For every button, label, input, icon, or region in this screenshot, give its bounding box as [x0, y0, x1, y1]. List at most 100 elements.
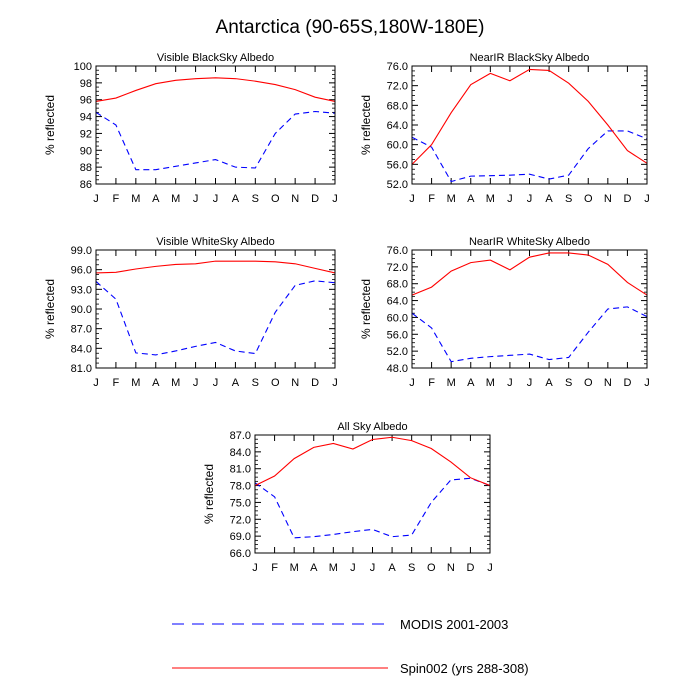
- plot-frame: [95, 249, 336, 369]
- x-tick-label: J: [350, 562, 356, 574]
- x-tick-label: F: [113, 193, 120, 205]
- x-tick-label: J: [409, 377, 415, 389]
- y-tick-label: 72.0: [387, 81, 408, 93]
- y-tick-label: 90.0: [71, 304, 92, 316]
- x-tick-label: J: [409, 193, 415, 205]
- x-tick-label: O: [271, 377, 280, 389]
- x-tick-label: A: [232, 377, 240, 389]
- x-tick-label: M: [171, 193, 180, 205]
- x-tick-label: D: [623, 193, 631, 205]
- x-tick-label: J: [252, 562, 258, 574]
- x-tick-label: J: [370, 562, 376, 574]
- y-tick-label: 96.0: [71, 265, 92, 277]
- x-tick-label: O: [271, 193, 280, 205]
- y-axis-label: % reflected: [43, 95, 57, 155]
- x-tick-label: J: [213, 193, 219, 205]
- y-tick-label: 87.0: [230, 430, 251, 442]
- y-tick-label: 64.0: [387, 120, 408, 132]
- panel-title: NearIR WhiteSky Albedo: [469, 236, 590, 248]
- y-tick-label: 64.0: [387, 296, 408, 308]
- x-tick-label: J: [487, 562, 493, 574]
- x-tick-label: A: [545, 193, 553, 205]
- x-tick-label: M: [329, 562, 338, 574]
- x-tick-label: A: [467, 193, 475, 205]
- x-tick-label: D: [311, 193, 319, 205]
- x-tick-label: A: [232, 193, 240, 205]
- x-tick-label: S: [252, 193, 259, 205]
- panel-title: All Sky Albedo: [337, 421, 407, 433]
- x-tick-label: J: [644, 193, 650, 205]
- x-tick-label: D: [466, 562, 474, 574]
- y-tick-label: 68.0: [387, 100, 408, 112]
- series-line-modis: [95, 280, 336, 356]
- y-tick-label: 75.0: [230, 497, 251, 509]
- y-tick-label: 60.0: [387, 140, 408, 152]
- x-tick-label: A: [152, 193, 160, 205]
- x-tick-label: J: [507, 193, 513, 205]
- y-tick-label: 86: [80, 179, 92, 191]
- y-tick-label: 84.0: [71, 343, 92, 355]
- y-tick-label: 81.0: [71, 363, 92, 375]
- y-axis-label: % reflected: [43, 279, 57, 339]
- y-tick-label: 98: [80, 78, 92, 90]
- y-tick-label: 72.0: [387, 262, 408, 274]
- plot-frame: [411, 65, 648, 185]
- series-line-spin002: [95, 77, 336, 102]
- y-tick-label: 76.0: [387, 245, 408, 257]
- x-tick-label: N: [604, 377, 612, 389]
- x-tick-label: N: [604, 193, 612, 205]
- y-tick-label: 88: [80, 162, 92, 174]
- series-line-spin002: [411, 68, 648, 165]
- x-tick-label: J: [213, 377, 219, 389]
- chart-panel-5: All Sky Albedo % reflected 66.0 69.0 72.0 75.…: [202, 421, 493, 574]
- panel-title: NearIR BlackSky Albedo: [470, 52, 590, 64]
- x-tick-label: J: [644, 377, 650, 389]
- chart-panel-1: Visible BlackSky Albedo % reflected 86 88 90…: [43, 52, 338, 205]
- y-axis-label: % reflected: [359, 95, 373, 155]
- x-tick-label: J: [527, 193, 533, 205]
- x-tick-label: O: [584, 193, 593, 205]
- y-tick-label: 52.0: [387, 346, 408, 358]
- y-tick-label: 69.0: [230, 531, 251, 543]
- x-tick-label: M: [290, 562, 299, 574]
- x-tick-label: M: [131, 193, 140, 205]
- series-line-spin002: [411, 252, 648, 296]
- y-tick-label: 66.0: [230, 548, 251, 560]
- y-tick-label: 52.0: [387, 179, 408, 191]
- x-tick-label: M: [131, 377, 140, 389]
- y-tick-label: 90: [80, 145, 92, 157]
- x-tick-label: J: [507, 377, 513, 389]
- x-tick-label: M: [486, 193, 495, 205]
- x-tick-label: S: [252, 377, 259, 389]
- y-tick-label: 100: [74, 61, 92, 73]
- x-tick-label: A: [467, 377, 475, 389]
- x-tick-label: O: [427, 562, 436, 574]
- x-tick-label: F: [428, 377, 435, 389]
- chart-panel-3: Visible WhiteSky Albedo % reflected 81.0 84…: [43, 236, 338, 389]
- y-tick-label: 96: [80, 95, 92, 107]
- legend-label-spin002: Spin002 (yrs 288-308): [400, 661, 529, 676]
- legend-label-modis: MODIS 2001-2003: [400, 617, 508, 632]
- series-line-modis: [411, 130, 648, 183]
- x-tick-label: J: [332, 377, 338, 389]
- y-tick-label: 56.0: [387, 159, 408, 171]
- y-tick-label: 48.0: [387, 363, 408, 375]
- x-tick-label: D: [623, 377, 631, 389]
- x-tick-label: M: [486, 377, 495, 389]
- y-tick-label: 72.0: [230, 514, 251, 526]
- x-tick-label: N: [291, 377, 299, 389]
- series-line-spin002: [254, 436, 491, 487]
- x-tick-label: N: [447, 562, 455, 574]
- y-tick-label: 60.0: [387, 312, 408, 324]
- y-tick-label: 68.0: [387, 279, 408, 291]
- x-tick-label: A: [388, 562, 396, 574]
- x-tick-label: S: [408, 562, 415, 574]
- y-tick-label: 81.0: [230, 464, 251, 476]
- chart-panel-4: NearIR WhiteSky Albedo % reflected 48.0 52.…: [359, 236, 650, 389]
- x-tick-label: M: [171, 377, 180, 389]
- y-tick-label: 93.0: [71, 284, 92, 296]
- x-tick-label: S: [565, 193, 572, 205]
- x-tick-label: O: [584, 377, 593, 389]
- y-tick-label: 56.0: [387, 329, 408, 341]
